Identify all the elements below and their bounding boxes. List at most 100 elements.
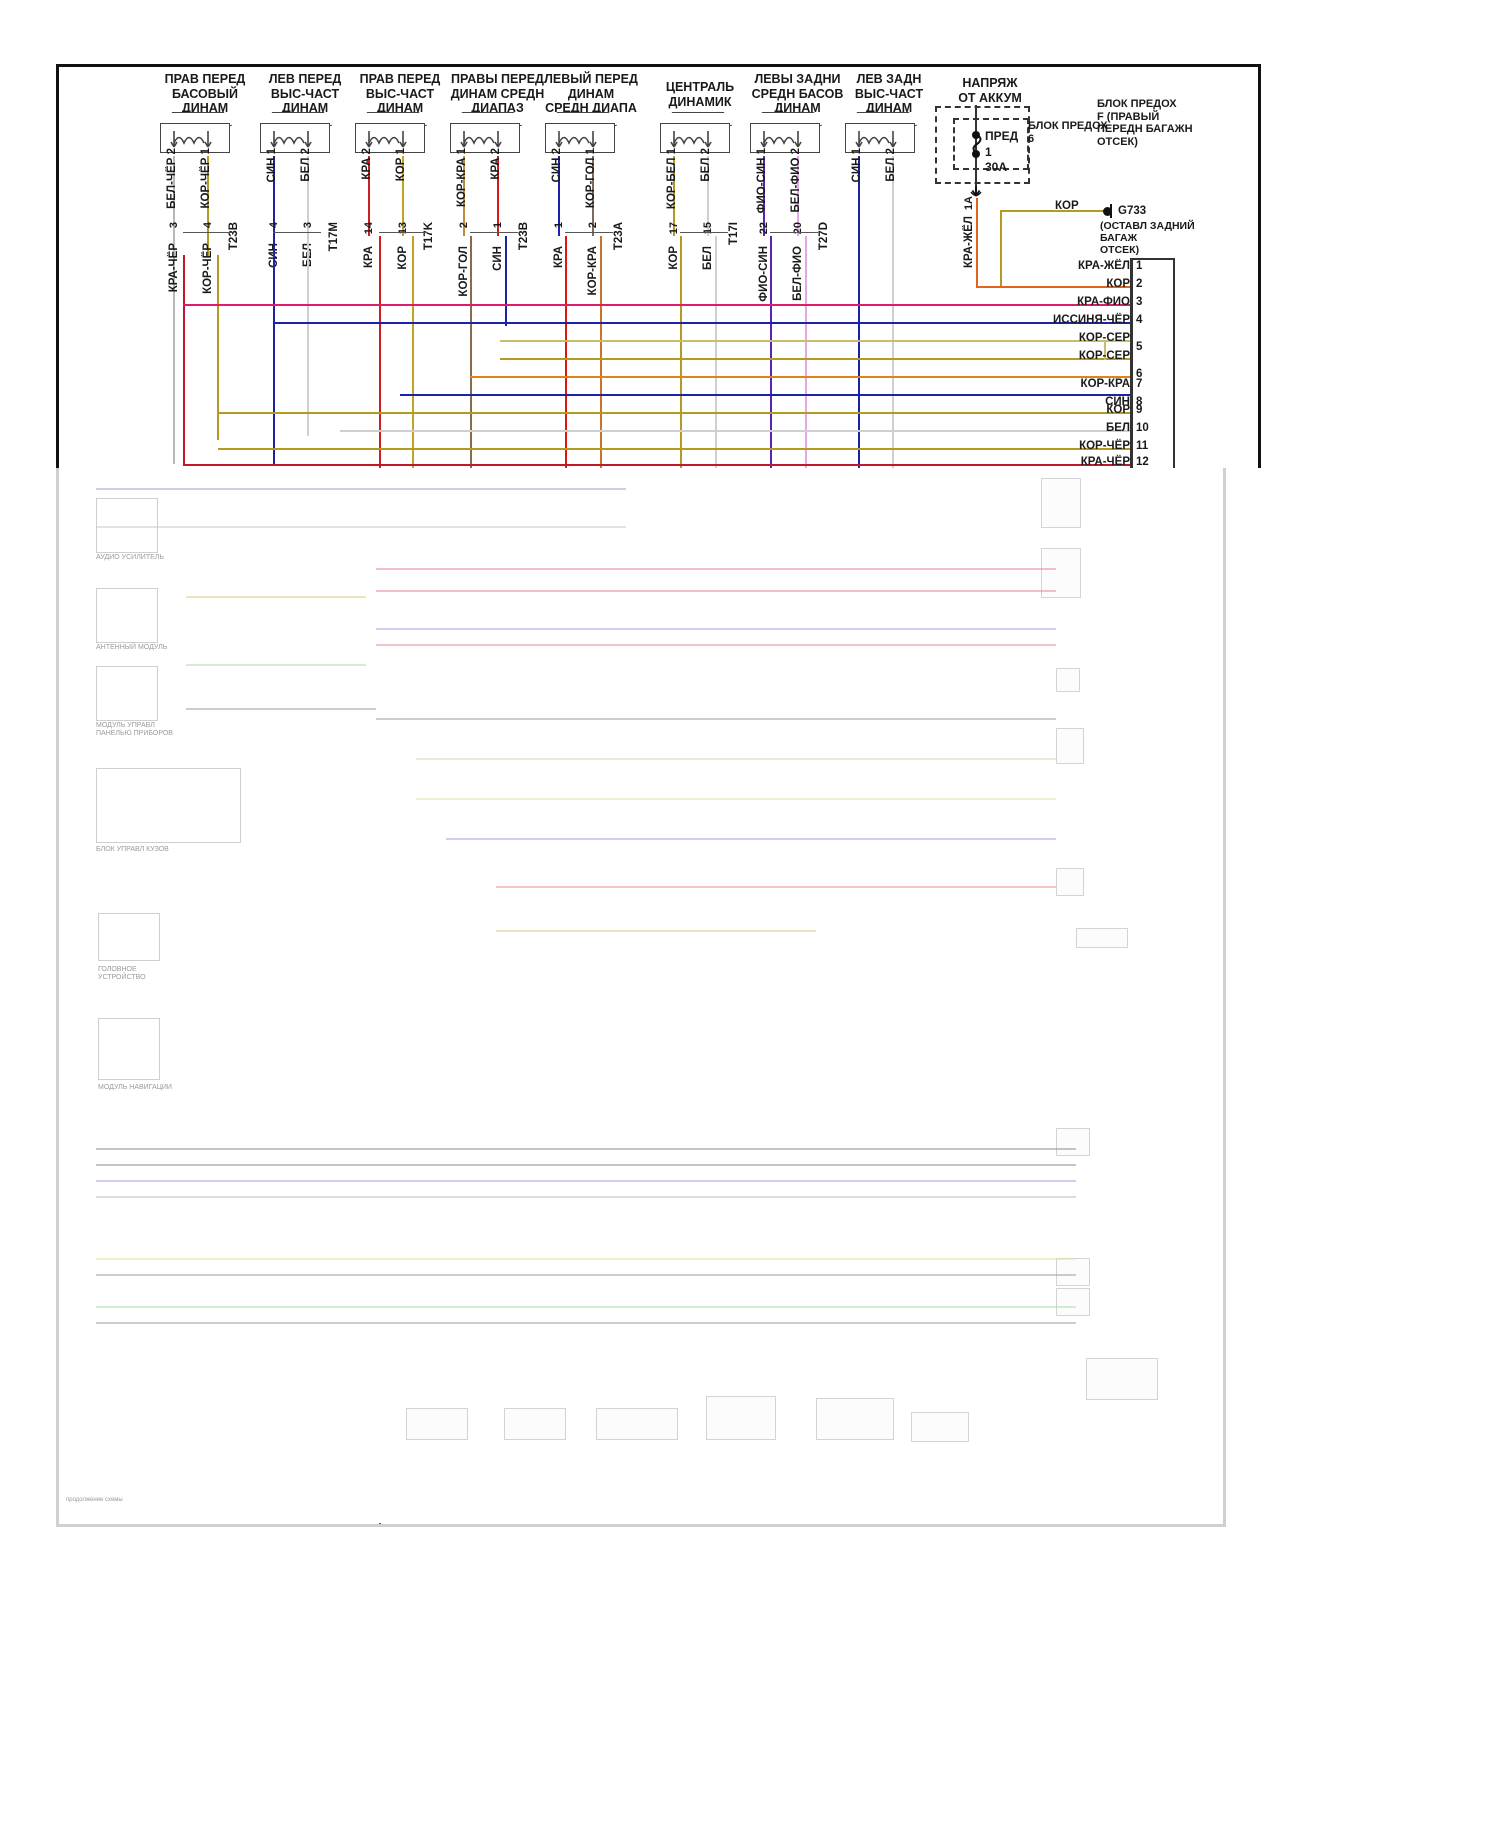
frame-right-rule — [1258, 64, 1261, 468]
connector-top-edge — [1130, 258, 1175, 260]
pin-num-3-left: 14 — [363, 222, 375, 235]
wire-label-5-lower-right: КОР-КРА — [587, 246, 599, 296]
pin-label-1: КРА-ЖЁЛ — [1078, 260, 1130, 272]
wire-2-lower-left — [273, 236, 276, 466]
pin-num-5-right: 2 — [587, 222, 599, 229]
wire-label-5-right: КОР-ГОЛ 1 — [585, 148, 597, 209]
wire-label-4-right: КРА 2 — [490, 148, 502, 180]
wire-label-5-lower-left: КРА — [553, 246, 565, 268]
speaker-caption-2: ЛЕВ ПЕРЕД ВЫС-ЧАСТ ДИНАМ — [268, 72, 342, 115]
wire-3-left — [368, 156, 371, 236]
connector-bar-7 — [770, 232, 818, 233]
wire-label-3-left: КРА 2 — [361, 148, 373, 180]
pin-wire-8 — [400, 394, 1132, 397]
fuse-output-pin: 1А — [963, 196, 975, 211]
speaker-symbol-5 — [545, 112, 619, 156]
lower-panel-border — [56, 468, 1226, 1527]
pin-wire-7 — [470, 376, 1132, 379]
pin-label-2: КОР — [1106, 278, 1130, 290]
wire-label-2-left: СИН 1 — [266, 148, 278, 183]
pin-wire-12 — [183, 464, 1132, 467]
speaker-caption-6: ЦЕНТРАЛЬ ДИНАМИК — [665, 80, 735, 109]
connector-label-1: T23B — [228, 222, 240, 251]
pin-number-2: 2 — [1136, 278, 1143, 290]
wire-4-right — [497, 156, 500, 236]
wire-2-left — [273, 156, 276, 236]
wire-label-7-right: БЕЛ-ФИО 2 — [790, 148, 802, 213]
speaker-symbol-7 — [750, 112, 824, 156]
wire-6-right — [707, 156, 710, 236]
fuse-node-top — [972, 131, 980, 139]
pin-number-7: 7 — [1136, 378, 1143, 390]
wire-4-lower-right — [505, 236, 508, 326]
pin-num-2-right: 3 — [302, 222, 314, 229]
pin-number-12: 12 — [1136, 456, 1149, 468]
pin-wire-5 — [500, 340, 1132, 343]
wire-5-left — [558, 156, 561, 236]
speaker-caption-1: ПРАВ ПЕРЕД БАСОВЫЙ ДИНАМ — [164, 72, 246, 115]
ground-node-bar — [1110, 204, 1112, 218]
wire-1-lower-right — [217, 255, 220, 440]
pin-num-1-right: 4 — [202, 222, 214, 229]
connector-label-5: T23A — [613, 222, 625, 251]
speaker-symbol-4 — [450, 112, 524, 156]
fuse-number: 1 — [985, 145, 992, 159]
fuse-block-inner-label: БЛОК ПРЕДОХ 6 — [1028, 120, 1108, 145]
ground-wire-label: КОР — [1055, 200, 1079, 212]
wire-label-1-lower-left: КРА-ЧЁР — [168, 243, 180, 293]
pin-wire-10 — [340, 430, 1132, 433]
connector-label-4: T23B — [518, 222, 530, 251]
speaker-symbol-1 — [160, 112, 234, 156]
wire-label-6-left: КОР-БЕЛ 1 — [666, 148, 678, 210]
wire-7-left — [763, 156, 766, 236]
wire-label-7-lower-right: БЕЛ-ФИО — [792, 246, 804, 301]
wire-label-3-lower-right: КОР — [397, 246, 409, 270]
pin-num-4-left: 2 — [458, 222, 470, 229]
pin-wire-9 — [218, 412, 1132, 415]
ground-description: (ОСТАВЛ ЗАДНИЙ БАГАЖ ОТСЕК) — [1100, 220, 1195, 256]
pin-number-6: 6 — [1136, 368, 1143, 380]
wire-label-6-right: БЕЛ 2 — [700, 148, 712, 182]
fuse-squiggle-icon — [972, 134, 982, 154]
wire-label-7-left: ФИО-СИН 1 — [756, 148, 768, 214]
pin-num-6-left: 17 — [668, 222, 680, 235]
ground-node-label: G733 — [1118, 205, 1147, 217]
pin-label-10: БЕЛ — [1105, 422, 1130, 434]
wire-1-right — [207, 156, 210, 256]
pin-label-12: КРА-ЧЁР — [1080, 456, 1130, 468]
pin-number-3: 3 — [1136, 296, 1143, 308]
speaker-symbol-2 — [260, 112, 334, 156]
wire-label-1-lower-right: КОР-ЧЁР — [202, 243, 214, 294]
pin-num-2-left: 4 — [268, 222, 280, 229]
connector-spine — [1130, 258, 1133, 468]
pin-number-11: 11 — [1136, 440, 1149, 452]
fuse-block-outer-boundary — [935, 106, 1030, 184]
wire-2-right — [307, 156, 310, 236]
pin-num-4-right: 1 — [492, 222, 504, 229]
fuse-output-wire-label: КРА-ЖЁЛ — [963, 216, 975, 268]
pin-label-5b: КОР-СЕР — [1078, 350, 1130, 362]
speaker-caption-8: ЛЕВ ЗАДН ВЫС-ЧАСТ ДИНАМ — [854, 72, 924, 115]
pin-number-1: 1 — [1136, 260, 1143, 272]
pin-wire-4 — [274, 322, 1132, 325]
connector-bar-3 — [379, 232, 427, 233]
frame-top-rule — [56, 64, 1261, 67]
wire-4-left — [463, 156, 466, 236]
pin-wire-1 — [1000, 286, 1130, 289]
wire-label-8-left: СИН 1 — [851, 148, 863, 183]
speaker-caption-3: ПРАВ ПЕРЕД ВЫС-ЧАСТ ДИНАМ — [359, 72, 441, 115]
wire-1-left — [173, 156, 176, 464]
fuse-label: ПРЕД — [985, 129, 1019, 143]
fuse-block-inner-boundary — [953, 118, 1029, 170]
power-source-label: НАПРЯЖ ОТ АККУМ — [958, 76, 1022, 105]
ground-node-dot — [1103, 207, 1112, 216]
speaker-caption-7: ЛЕВЫ ЗАДНИ СРЕДН БАСОВ ДИНАМ — [751, 72, 844, 115]
wire-label-5-left: СИН 2 — [551, 148, 563, 183]
wire-4-lower-left — [470, 236, 473, 468]
pin-wire-5b — [500, 358, 1132, 361]
wire-7-right — [797, 156, 800, 236]
pin-label-3: КРА-ФИО — [1077, 296, 1130, 308]
wire-label-3-lower-left: КРА — [363, 246, 375, 268]
wire-label-4-left: КОР-КРА 1 — [456, 148, 468, 208]
pin-number-5: 5 — [1136, 341, 1143, 353]
